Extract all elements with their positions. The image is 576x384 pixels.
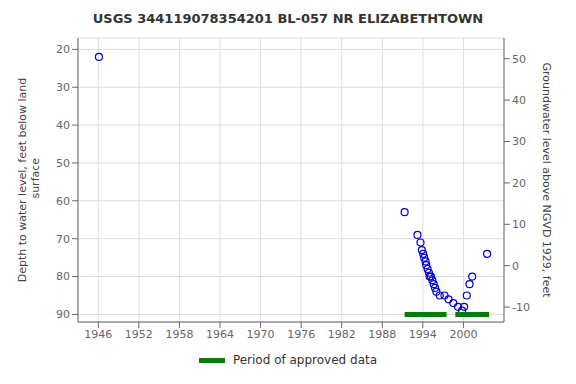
svg-text:20: 20 [56, 43, 70, 56]
svg-text:0: 0 [512, 260, 519, 273]
svg-text:1994: 1994 [409, 328, 437, 341]
svg-text:70: 70 [56, 233, 70, 246]
svg-text:1964: 1964 [206, 328, 234, 341]
svg-text:60: 60 [56, 195, 70, 208]
svg-text:20: 20 [512, 177, 526, 190]
svg-text:50: 50 [56, 157, 70, 170]
svg-text:30: 30 [56, 81, 70, 94]
svg-text:30: 30 [512, 135, 526, 148]
svg-text:Depth to water level, feet bel: Depth to water level, feet below land su… [16, 78, 42, 283]
svg-text:1958: 1958 [165, 328, 193, 341]
svg-text:90: 90 [56, 308, 70, 321]
svg-text:-10: -10 [512, 301, 530, 314]
svg-text:2000: 2000 [449, 328, 477, 341]
svg-text:40: 40 [56, 119, 70, 132]
svg-text:1952: 1952 [125, 328, 153, 341]
svg-text:1982: 1982 [328, 328, 356, 341]
svg-text:Groundwater level above NGVD 1: Groundwater level above NGVD 1929, feet [540, 62, 553, 298]
svg-text:10: 10 [512, 218, 526, 231]
svg-text:1946: 1946 [84, 328, 112, 341]
html-text:Period of approved data: Period of approved data [232, 353, 378, 367]
svg-text:1988: 1988 [368, 328, 396, 341]
svg-text:1976: 1976 [287, 328, 315, 341]
html-text:USGS 344119078354201 BL-057 NR: USGS 344119078354201 BL-057 NR ELIZABETH… [92, 11, 484, 26]
svg-text:50: 50 [512, 53, 526, 66]
svg-text:40: 40 [512, 94, 526, 107]
svg-text:80: 80 [56, 270, 70, 283]
svg-text:1970: 1970 [247, 328, 275, 341]
